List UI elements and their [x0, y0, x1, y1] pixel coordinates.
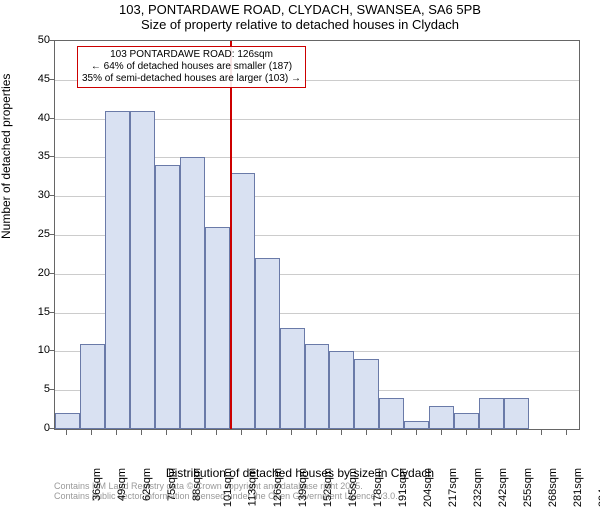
- x-tick-mark: [291, 430, 292, 435]
- x-tick-label: 126sqm: [272, 468, 284, 507]
- histogram-bar: [55, 413, 80, 429]
- histogram-bar: [155, 165, 180, 429]
- x-tick-label: 281sqm: [572, 468, 584, 507]
- x-tick-mark: [491, 430, 492, 435]
- x-tick-mark: [266, 430, 267, 435]
- x-tick-label: 152sqm: [322, 468, 334, 507]
- x-tick-label: 62sqm: [141, 468, 153, 501]
- histogram-chart: 103 PONTARDAWE ROAD: 126sqm← 64% of deta…: [54, 40, 580, 430]
- x-tick-label: 101sqm: [222, 468, 234, 507]
- histogram-bar: [255, 258, 280, 429]
- callout-box: 103 PONTARDAWE ROAD: 126sqm← 64% of deta…: [77, 46, 306, 88]
- callout-line: 35% of semi-detached houses are larger (…: [82, 73, 301, 85]
- page-subtitle: Size of property relative to detached ho…: [0, 17, 600, 32]
- x-tick-label: 232sqm: [472, 468, 484, 507]
- page-title: 103, PONTARDAWE ROAD, CLYDACH, SWANSEA, …: [0, 2, 600, 17]
- x-tick-mark: [141, 430, 142, 435]
- x-tick-label: 36sqm: [92, 468, 104, 501]
- x-tick-label: 255sqm: [522, 468, 534, 507]
- histogram-bar: [205, 227, 230, 429]
- y-tick-label: 0: [20, 422, 50, 434]
- x-tick-mark: [216, 430, 217, 435]
- x-tick-mark: [316, 430, 317, 435]
- x-tick-label: 178sqm: [372, 468, 384, 507]
- y-tick-mark: [49, 79, 54, 80]
- x-tick-mark: [516, 430, 517, 435]
- histogram-bar: [230, 173, 255, 429]
- y-tick-mark: [49, 350, 54, 351]
- y-tick-mark: [49, 118, 54, 119]
- y-tick-label: 50: [20, 34, 50, 46]
- histogram-bar: [504, 398, 529, 429]
- reference-line: [230, 41, 232, 429]
- y-tick-mark: [49, 273, 54, 274]
- x-tick-mark: [366, 430, 367, 435]
- callout-line: 103 PONTARDAWE ROAD: 126sqm: [82, 49, 301, 61]
- histogram-bar: [329, 351, 354, 429]
- y-tick-mark: [49, 389, 54, 390]
- histogram-bar: [105, 111, 130, 429]
- histogram-bar: [280, 328, 305, 429]
- x-tick-mark: [241, 430, 242, 435]
- histogram-bar: [305, 344, 330, 429]
- histogram-bar: [404, 421, 429, 429]
- x-tick-label: 113sqm: [247, 468, 259, 506]
- histogram-bar: [379, 398, 404, 429]
- x-tick-label: 88sqm: [191, 468, 203, 501]
- callout-line: ← 64% of detached houses are smaller (18…: [82, 61, 301, 73]
- y-tick-label: 45: [20, 73, 50, 85]
- y-tick-mark: [49, 234, 54, 235]
- y-axis-label: Number of detached properties: [0, 74, 13, 239]
- y-tick-mark: [49, 312, 54, 313]
- x-tick-mark: [566, 430, 567, 435]
- x-tick-mark: [466, 430, 467, 435]
- x-tick-label: 49sqm: [116, 468, 128, 501]
- x-tick-label: 139sqm: [297, 468, 309, 507]
- y-tick-label: 15: [20, 306, 50, 318]
- y-tick-label: 40: [20, 112, 50, 124]
- x-tick-mark: [341, 430, 342, 435]
- x-tick-label: 75sqm: [166, 468, 178, 501]
- x-tick-label: 204sqm: [422, 468, 434, 507]
- x-tick-mark: [391, 430, 392, 435]
- y-tick-label: 30: [20, 189, 50, 201]
- histogram-bar: [429, 406, 454, 429]
- x-tick-mark: [441, 430, 442, 435]
- histogram-bar: [479, 398, 504, 429]
- y-tick-mark: [49, 195, 54, 196]
- y-tick-label: 5: [20, 383, 50, 395]
- x-tick-mark: [416, 430, 417, 435]
- x-tick-label: 242sqm: [497, 468, 509, 507]
- x-tick-mark: [66, 430, 67, 435]
- x-tick-mark: [191, 430, 192, 435]
- histogram-bar: [80, 344, 105, 429]
- y-tick-label: 10: [20, 344, 50, 356]
- x-tick-mark: [116, 430, 117, 435]
- histogram-bar: [354, 359, 379, 429]
- y-tick-label: 25: [20, 228, 50, 240]
- y-tick-mark: [49, 40, 54, 41]
- y-tick-label: 20: [20, 267, 50, 279]
- x-tick-label: 268sqm: [547, 468, 559, 507]
- x-tick-mark: [541, 430, 542, 435]
- x-tick-label: 217sqm: [447, 468, 459, 507]
- x-tick-mark: [166, 430, 167, 435]
- x-tick-mark: [91, 430, 92, 435]
- x-tick-label: 294sqm: [597, 468, 600, 507]
- x-tick-label: 165sqm: [347, 468, 359, 507]
- histogram-bar: [180, 157, 205, 429]
- histogram-bar: [454, 413, 479, 429]
- y-tick-label: 35: [20, 150, 50, 162]
- histogram-bar: [130, 111, 155, 429]
- x-tick-label: 191sqm: [397, 468, 409, 507]
- y-tick-mark: [49, 156, 54, 157]
- y-tick-mark: [49, 428, 54, 429]
